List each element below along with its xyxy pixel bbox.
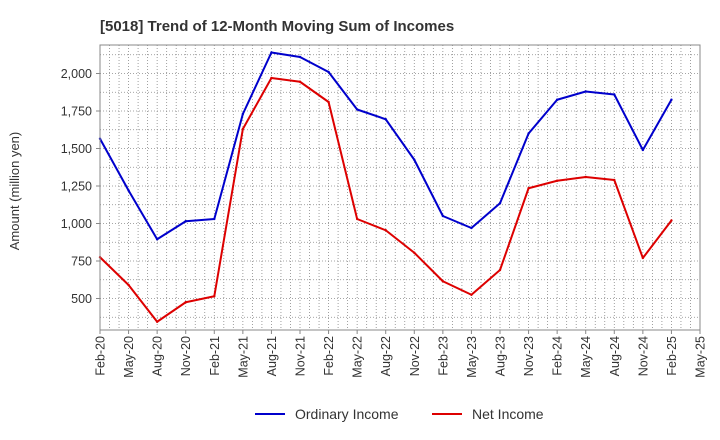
data-point bbox=[641, 148, 645, 152]
data-point bbox=[213, 295, 216, 298]
data-point bbox=[384, 118, 387, 121]
data-point bbox=[270, 76, 273, 80]
x-tick-label: Aug-20 bbox=[151, 336, 165, 376]
data-point bbox=[298, 55, 302, 59]
data-point bbox=[413, 158, 416, 161]
y-tick-label: 1,250 bbox=[61, 180, 92, 194]
x-tick-label: Aug-24 bbox=[608, 336, 622, 376]
data-point bbox=[527, 132, 530, 135]
data-point bbox=[355, 108, 359, 111]
x-tick-label: Aug-22 bbox=[379, 336, 393, 376]
x-tick-label: Feb-21 bbox=[208, 336, 222, 376]
chart-title: [5018] Trend of 12-Month Moving Sum of I… bbox=[100, 18, 454, 35]
data-point bbox=[555, 98, 559, 101]
plot-frame bbox=[99, 44, 701, 331]
data-point bbox=[584, 90, 587, 93]
data-point bbox=[470, 293, 473, 296]
data-point bbox=[127, 189, 130, 192]
x-tick-label: May-24 bbox=[579, 336, 593, 378]
x-tick-label: Aug-23 bbox=[494, 336, 508, 376]
data-point bbox=[613, 93, 616, 96]
y-tick-label: 500 bbox=[71, 292, 92, 306]
y-tick-label: 2,000 bbox=[61, 67, 92, 81]
x-tick-label: Nov-21 bbox=[294, 336, 308, 376]
x-tick-label: May-21 bbox=[236, 336, 250, 378]
legend-label: Net Income bbox=[472, 406, 544, 422]
data-point bbox=[670, 219, 673, 222]
x-tick-label: Feb-20 bbox=[94, 336, 108, 376]
y-tick-label: 1,500 bbox=[61, 142, 92, 156]
x-tick-label: Nov-20 bbox=[179, 336, 193, 376]
x-tick-label: Feb-25 bbox=[665, 336, 679, 376]
data-point bbox=[527, 187, 530, 190]
data-point bbox=[355, 217, 359, 221]
data-point bbox=[670, 98, 673, 101]
data-point bbox=[470, 226, 473, 230]
data-point bbox=[184, 301, 187, 304]
data-point bbox=[241, 127, 245, 131]
data-point bbox=[498, 268, 502, 272]
data-point bbox=[155, 320, 159, 323]
legend-label: Ordinary Income bbox=[295, 406, 399, 422]
y-tick-label: 1,750 bbox=[61, 105, 92, 119]
legend: Ordinary Income Net Income bbox=[255, 406, 544, 422]
data-point bbox=[327, 70, 330, 74]
data-point bbox=[327, 100, 330, 104]
data-point bbox=[498, 202, 502, 205]
data-point bbox=[641, 256, 645, 260]
x-tick-label: Nov-22 bbox=[408, 336, 422, 376]
data-point bbox=[241, 112, 245, 116]
data-point bbox=[298, 80, 302, 83]
data-point bbox=[155, 238, 159, 241]
y-ticks: 500 750 1,000 1,250 1,500 1,750 2,000 bbox=[61, 67, 100, 306]
data-point bbox=[184, 220, 187, 223]
data-point bbox=[413, 251, 416, 254]
series-lines bbox=[98, 51, 673, 323]
x-tick-label: Nov-24 bbox=[636, 336, 650, 376]
x-tick-label: May-22 bbox=[351, 336, 365, 378]
series-line-0 bbox=[99, 51, 673, 241]
grid bbox=[100, 45, 700, 330]
data-point bbox=[270, 51, 273, 54]
y-axis-label: Amount (million yen) bbox=[7, 132, 22, 251]
data-point bbox=[555, 179, 559, 182]
x-tick-label: Feb-22 bbox=[322, 336, 336, 376]
x-tick-label: Nov-23 bbox=[522, 336, 536, 376]
x-tick-label: May-25 bbox=[694, 336, 708, 378]
x-tick-label: Feb-23 bbox=[436, 336, 450, 376]
data-point bbox=[384, 229, 387, 232]
x-tick-label: May-23 bbox=[465, 336, 479, 378]
data-point bbox=[441, 214, 445, 218]
x-tick-label: May-20 bbox=[122, 336, 136, 378]
data-point bbox=[213, 217, 216, 221]
data-point bbox=[441, 280, 445, 283]
y-tick-label: 1,000 bbox=[61, 217, 92, 231]
data-point bbox=[584, 175, 587, 179]
data-point bbox=[613, 178, 616, 182]
data-point bbox=[127, 283, 130, 287]
x-tick-label: Feb-24 bbox=[551, 336, 565, 376]
x-tick-label: Aug-21 bbox=[265, 336, 279, 376]
y-tick-label: 750 bbox=[71, 255, 92, 269]
x-ticks: Feb-20 May-20 Aug-20 Nov-20 Feb-21 May-21 Aug-… bbox=[94, 330, 708, 378]
